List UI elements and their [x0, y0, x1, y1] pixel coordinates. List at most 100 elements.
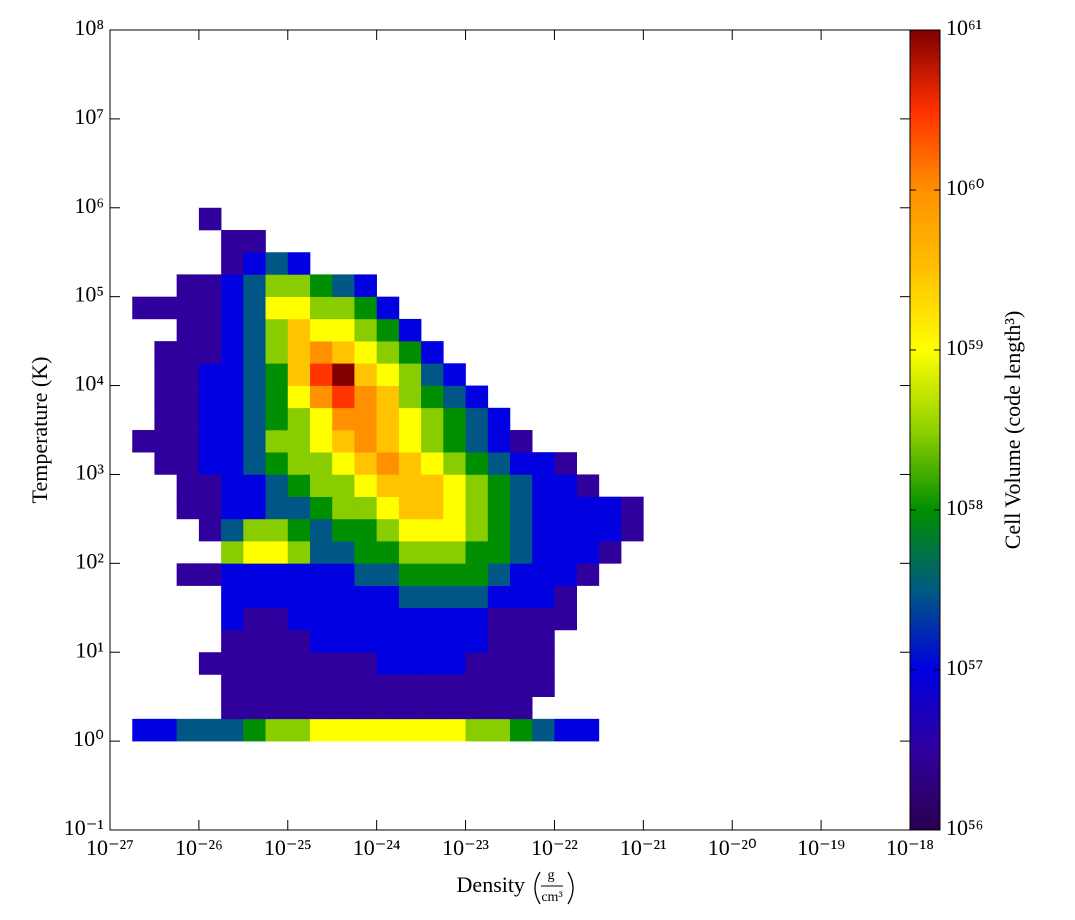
- heatmap-cell: [532, 518, 555, 542]
- heatmap-cell: [287, 363, 311, 386]
- heatmap-cell: [509, 430, 533, 453]
- heatmap-cell: [265, 652, 289, 675]
- heatmap-cell: [576, 563, 600, 586]
- heatmap-cell: [443, 607, 466, 631]
- heatmap-cell: [310, 341, 333, 364]
- heatmap-cell: [376, 496, 400, 520]
- heatmap-cell: [465, 652, 489, 675]
- heatmap-cell: [554, 563, 578, 586]
- heatmap-cell: [421, 518, 444, 542]
- heatmap-cell: [332, 518, 355, 542]
- heatmap-cell: [198, 652, 222, 675]
- heatmap-cell: [221, 341, 244, 364]
- heatmap-cell: [532, 607, 555, 631]
- heatmap-cell: [265, 629, 289, 653]
- y-axis-label: Temperature (K): [27, 357, 52, 504]
- heatmap-cell: [221, 430, 244, 453]
- heatmap-cell: [398, 629, 422, 653]
- heatmap-cell: [598, 541, 622, 564]
- heatmap-cell: [221, 230, 244, 253]
- heatmap-cell: [243, 518, 266, 542]
- heatmap-cell: [354, 363, 377, 386]
- heatmap-cell: [354, 585, 377, 609]
- heatmap-cell: [532, 452, 555, 475]
- heatmap-cell: [398, 385, 422, 409]
- heatmap-cell: [532, 629, 555, 653]
- heatmap-cell: [376, 385, 400, 409]
- heatmap-cell: [243, 607, 266, 631]
- heatmap-cell: [532, 674, 555, 697]
- heatmap-cells: [132, 207, 644, 742]
- heatmap-cell: [265, 407, 289, 431]
- heatmap-cell: [443, 718, 466, 742]
- heatmap-cell: [310, 563, 333, 586]
- heatmap-cell: [421, 718, 444, 742]
- heatmap-cell: [243, 496, 266, 520]
- heatmap-cell: [176, 452, 200, 475]
- heatmap-cell: [376, 407, 400, 431]
- heatmap-cell: [398, 430, 422, 453]
- heatmap-cell: [532, 541, 555, 564]
- heatmap-cell: [198, 318, 222, 342]
- heatmap-cell: [443, 629, 466, 653]
- heatmap-cell: [487, 452, 511, 475]
- heatmap-cell: [443, 407, 466, 431]
- heatmap-cell: [265, 341, 289, 364]
- heatmap-cell: [198, 341, 222, 364]
- heatmap-cell: [465, 496, 489, 520]
- heatmap-cell: [243, 296, 266, 320]
- x-tick-label: 10⁻²¹: [620, 835, 667, 860]
- heatmap-cell: [376, 718, 400, 742]
- heatmap-cell: [465, 385, 489, 409]
- x-tick-label: 10⁻¹⁹: [797, 835, 845, 860]
- heatmap-cell: [354, 696, 377, 720]
- heatmap-cell: [509, 474, 533, 497]
- heatmap-cell: [176, 474, 200, 497]
- heatmap-cell: [398, 607, 422, 631]
- heatmap-cell: [465, 607, 489, 631]
- heatmap-cell: [354, 563, 377, 586]
- heatmap-cell: [421, 341, 444, 364]
- heatmap-cell: [176, 274, 200, 297]
- y-tick-label: 10⁸: [74, 15, 104, 40]
- heatmap-cell: [243, 541, 266, 564]
- heatmap-cell: [487, 607, 511, 631]
- heatmap-cell: [154, 718, 177, 742]
- heatmap-cell: [332, 585, 355, 609]
- heatmap-cell: [487, 407, 511, 431]
- colorbar-tick-label: 10⁵⁶: [946, 815, 983, 840]
- heatmap-cell: [421, 607, 444, 631]
- heatmap-cell: [265, 696, 289, 720]
- heatmap-cell: [554, 496, 578, 520]
- heatmap-cell: [287, 296, 311, 320]
- heatmap-cell: [443, 674, 466, 697]
- heatmap-cell: [332, 607, 355, 631]
- heatmap-cell: [265, 674, 289, 697]
- heatmap-cell: [176, 563, 200, 586]
- heatmap-cell: [509, 607, 533, 631]
- heatmap-cell: [287, 496, 311, 520]
- heatmap-cell: [376, 696, 400, 720]
- heatmap-cell: [465, 407, 489, 431]
- heatmap-cell: [265, 607, 289, 631]
- heatmap-cell: [487, 474, 511, 497]
- heatmap-cell: [554, 718, 578, 742]
- heatmap-cell: [265, 541, 289, 564]
- heatmap-cell: [198, 718, 222, 742]
- heatmap-cell: [287, 585, 311, 609]
- colorbar-tick-label: 10⁵⁸: [946, 495, 983, 520]
- heatmap-cell: [398, 563, 422, 586]
- heatmap-cell: [398, 674, 422, 697]
- heatmap-cell: [376, 652, 400, 675]
- heatmap-cell: [243, 629, 266, 653]
- heatmap-cell: [221, 318, 244, 342]
- heatmap-cell: [154, 430, 177, 453]
- heatmap-cell: [221, 385, 244, 409]
- heatmap-cell: [443, 696, 466, 720]
- heatmap-cell: [243, 385, 266, 409]
- heatmap-cell: [198, 518, 222, 542]
- heatmap-cell: [376, 474, 400, 497]
- heatmap-cell: [176, 341, 200, 364]
- heatmap-cell: [198, 385, 222, 409]
- heatmap-cell: [354, 385, 377, 409]
